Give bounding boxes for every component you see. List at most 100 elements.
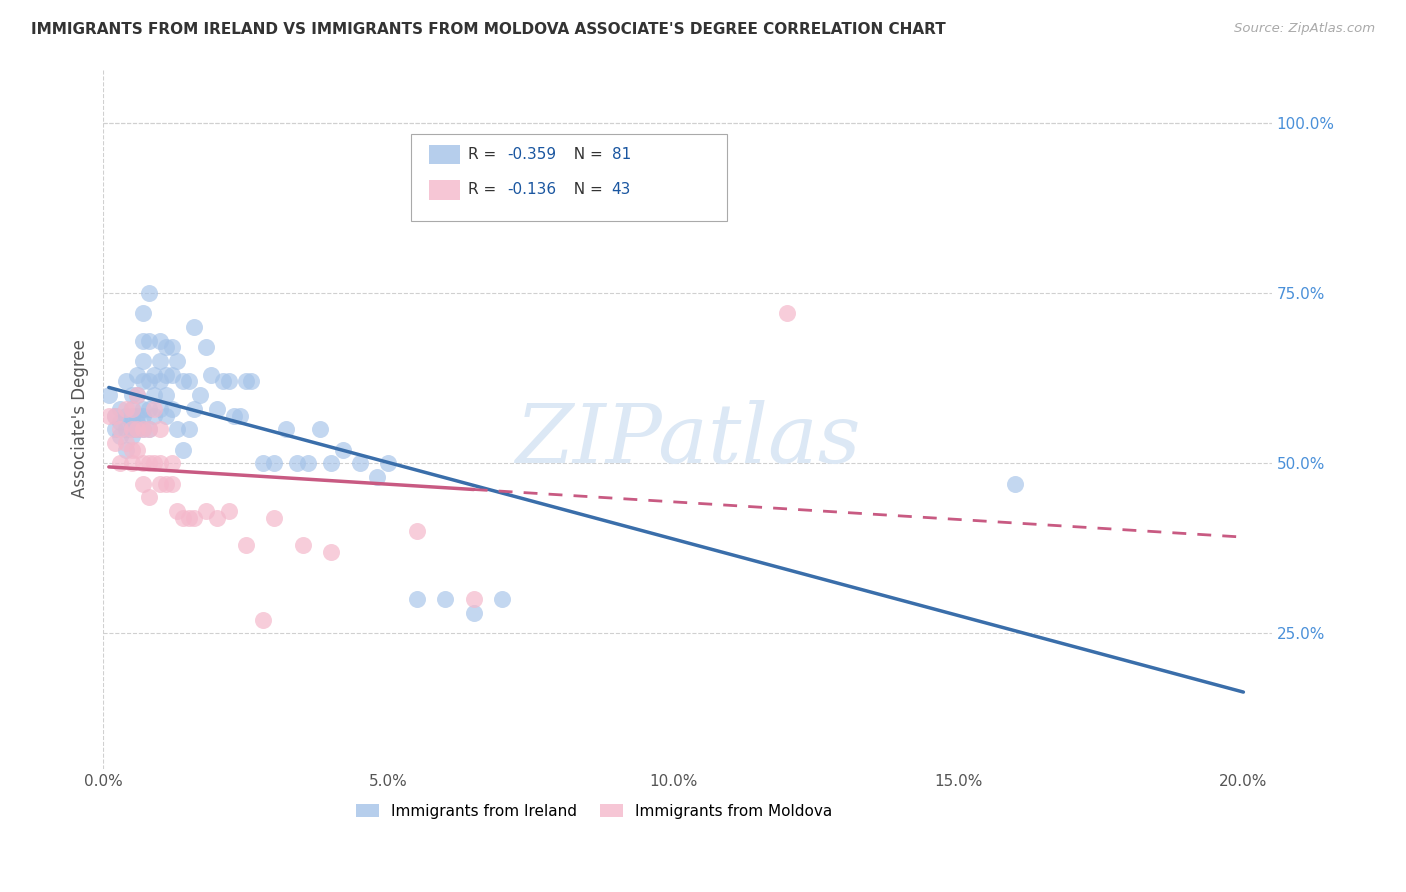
- Point: [172, 510, 194, 524]
- Point: [110, 429, 132, 443]
- Point: [103, 435, 125, 450]
- Point: [377, 456, 399, 470]
- Point: [177, 375, 200, 389]
- Point: [121, 422, 143, 436]
- Point: [115, 422, 138, 436]
- Point: [127, 368, 149, 382]
- Point: [194, 504, 217, 518]
- Point: [138, 375, 160, 389]
- Point: [132, 422, 155, 436]
- Point: [132, 306, 155, 320]
- Point: [291, 538, 314, 552]
- Point: [212, 375, 235, 389]
- Point: [160, 401, 183, 416]
- Point: [115, 435, 138, 450]
- Point: [103, 409, 125, 423]
- Point: [103, 422, 125, 436]
- Point: [235, 538, 257, 552]
- Point: [132, 375, 155, 389]
- Point: [177, 510, 200, 524]
- Point: [263, 510, 285, 524]
- Point: [132, 409, 155, 423]
- Point: [166, 504, 188, 518]
- Point: [160, 368, 183, 382]
- Point: [138, 456, 160, 470]
- Point: [172, 442, 194, 457]
- Point: [776, 306, 799, 320]
- Text: R =: R =: [468, 183, 502, 197]
- Point: [194, 341, 217, 355]
- Point: [132, 354, 155, 368]
- Point: [1004, 476, 1026, 491]
- Point: [321, 544, 343, 558]
- Text: N =: N =: [564, 183, 607, 197]
- Text: -0.359: -0.359: [508, 147, 557, 161]
- Point: [274, 422, 297, 436]
- Point: [138, 422, 160, 436]
- Point: [121, 388, 143, 402]
- Point: [121, 422, 143, 436]
- Point: [138, 422, 160, 436]
- Point: [115, 409, 138, 423]
- Point: [155, 476, 177, 491]
- Point: [155, 341, 177, 355]
- Point: [149, 334, 172, 348]
- Text: IMMIGRANTS FROM IRELAND VS IMMIGRANTS FROM MOLDOVA ASSOCIATE'S DEGREE CORRELATIO: IMMIGRANTS FROM IRELAND VS IMMIGRANTS FR…: [31, 22, 946, 37]
- Point: [434, 592, 457, 607]
- Point: [188, 388, 211, 402]
- Point: [183, 510, 205, 524]
- Text: 81: 81: [612, 147, 631, 161]
- Point: [121, 401, 143, 416]
- Point: [121, 401, 143, 416]
- Point: [218, 504, 240, 518]
- Point: [138, 401, 160, 416]
- Point: [127, 415, 149, 429]
- Point: [252, 456, 274, 470]
- Point: [149, 354, 172, 368]
- Point: [97, 409, 120, 423]
- Point: [177, 422, 200, 436]
- Point: [463, 592, 485, 607]
- Point: [103, 409, 125, 423]
- Point: [149, 375, 172, 389]
- Point: [132, 456, 155, 470]
- Point: [166, 422, 188, 436]
- Point: [285, 456, 308, 470]
- Point: [143, 368, 166, 382]
- Point: [149, 476, 172, 491]
- Point: [110, 415, 132, 429]
- Point: [491, 592, 513, 607]
- Point: [132, 401, 155, 416]
- Point: [155, 388, 177, 402]
- Point: [183, 401, 205, 416]
- Point: [143, 409, 166, 423]
- Point: [97, 388, 120, 402]
- Point: [240, 375, 263, 389]
- Point: [332, 442, 354, 457]
- Point: [121, 429, 143, 443]
- Point: [166, 354, 188, 368]
- Point: [172, 375, 194, 389]
- Point: [183, 320, 205, 334]
- Point: [121, 409, 143, 423]
- Point: [115, 401, 138, 416]
- Point: [110, 456, 132, 470]
- Point: [121, 456, 143, 470]
- Point: [132, 422, 155, 436]
- Point: [132, 334, 155, 348]
- Point: [138, 334, 160, 348]
- Point: [138, 286, 160, 301]
- Point: [138, 490, 160, 504]
- Y-axis label: Associate's Degree: Associate's Degree: [72, 340, 89, 499]
- Text: -0.136: -0.136: [508, 183, 557, 197]
- Point: [405, 592, 427, 607]
- Point: [110, 422, 132, 436]
- Point: [143, 401, 166, 416]
- Point: [229, 409, 252, 423]
- Point: [149, 456, 172, 470]
- Point: [127, 388, 149, 402]
- Point: [308, 422, 330, 436]
- Point: [143, 388, 166, 402]
- Point: [366, 469, 388, 483]
- Point: [115, 442, 138, 457]
